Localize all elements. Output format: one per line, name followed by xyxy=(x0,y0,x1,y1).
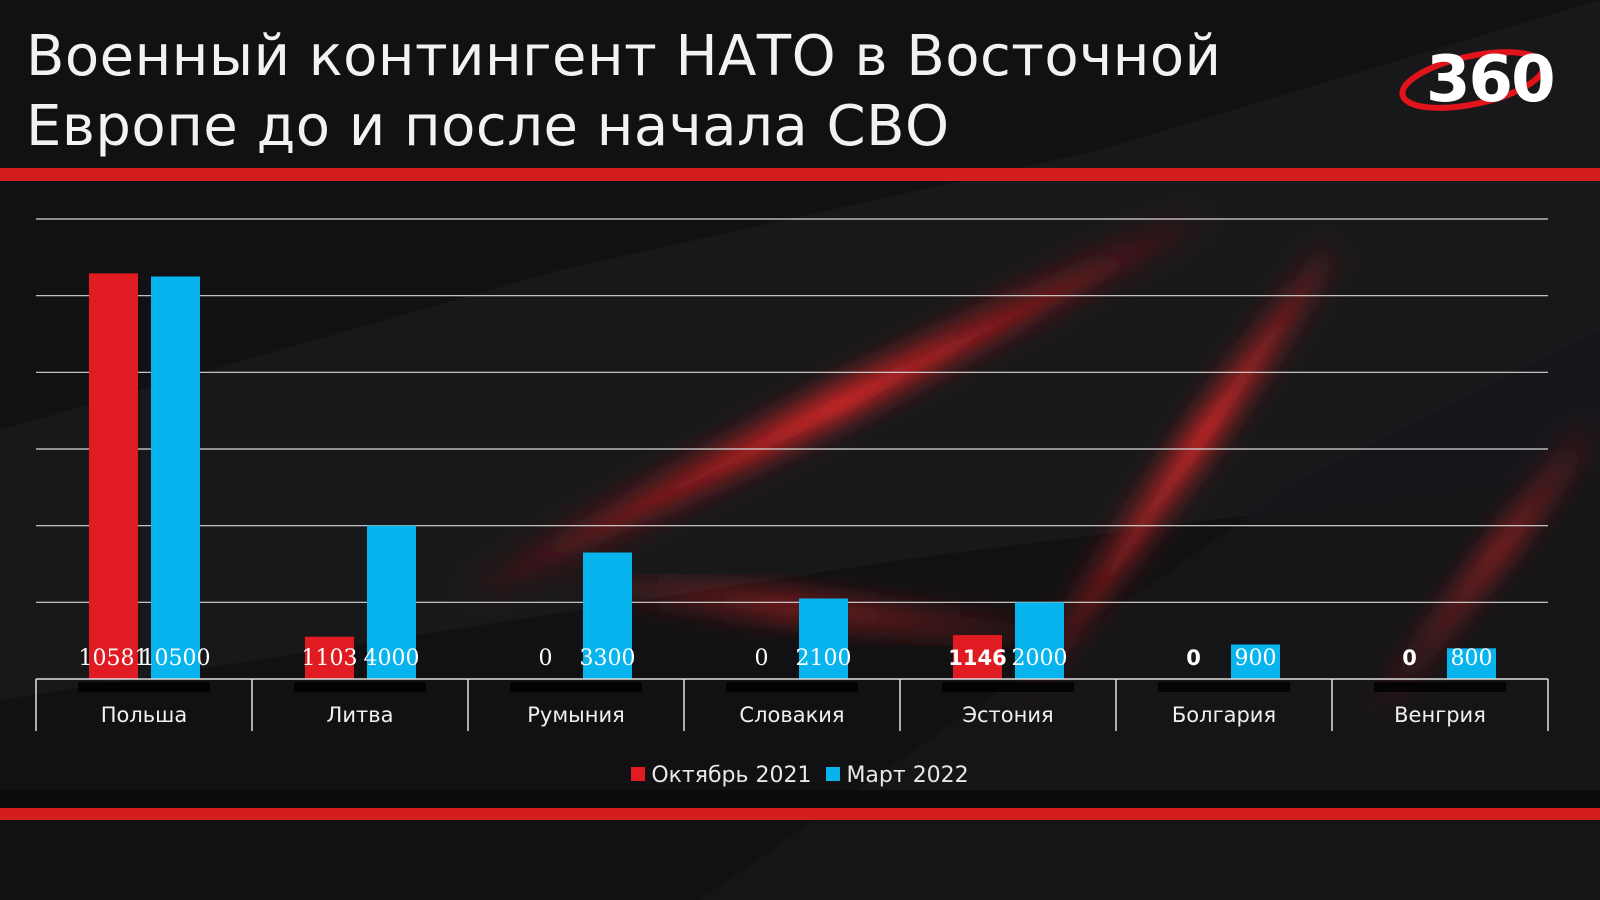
legend-item-oct-2021: Октябрь 2021 xyxy=(631,763,811,788)
bar-shadow xyxy=(78,682,210,692)
logo-text: 360 xyxy=(1426,43,1556,117)
chart-bars xyxy=(89,273,1496,679)
logo-360: 360 xyxy=(1398,40,1568,125)
bar-mar-2022-6 xyxy=(1231,644,1280,679)
bar-shadow xyxy=(510,682,642,692)
bar-shadows xyxy=(78,682,1506,692)
bar-oct-2021-5 xyxy=(953,635,1002,679)
bar-shadow xyxy=(1158,682,1290,692)
bar-oct-2021-1 xyxy=(89,273,138,679)
bar-oct-2021-2 xyxy=(305,636,354,679)
value-label-mar-2022: 10500 xyxy=(141,646,211,671)
bar-mar-2022-1 xyxy=(151,276,200,679)
logo-swoosh-icon xyxy=(1399,49,1547,111)
category-axis: Польша Литва Румыния Словакия Эстония Болгари… xyxy=(35,678,1549,731)
title-line-1: Военный контингент НАТО в Восточной xyxy=(26,24,1222,89)
footer-divider xyxy=(0,808,1600,820)
legend-item-mar-2022: Март 2022 xyxy=(826,763,969,788)
bar-mar-2022-2 xyxy=(367,525,416,679)
value-label-oct-2021: 0 xyxy=(755,646,769,671)
category-label: Эстония xyxy=(962,703,1053,727)
value-label-oct-2021: 0 xyxy=(1186,646,1201,670)
bar-shadow xyxy=(294,682,426,692)
category-label: Венгрия xyxy=(1394,703,1486,727)
value-label-oct-2021: 0 xyxy=(1402,646,1417,670)
value-label-oct-2021: 1103 xyxy=(302,646,358,671)
legend-label-oct-2021: Октябрь 2021 xyxy=(651,763,812,788)
bar-mar-2022-3 xyxy=(583,552,632,679)
bar-mar-2022-7 xyxy=(1447,648,1496,679)
value-label-mar-2022: 2100 xyxy=(796,646,852,671)
category-label: Румыния xyxy=(527,703,625,727)
value-label-mar-2022: 2000 xyxy=(1012,646,1068,671)
value-label-mar-2022: 3300 xyxy=(580,646,636,671)
bar-mar-2022-4 xyxy=(799,598,848,679)
category-label: Литва xyxy=(327,703,394,727)
value-label-oct-2021: 0 xyxy=(539,646,553,671)
legend-label-mar-2022: Март 2022 xyxy=(846,763,969,788)
value-label-mar-2022: 800 xyxy=(1451,646,1493,671)
chart-legend: Октябрь 2021 Март 2022 xyxy=(0,763,1600,788)
legend-swatch-red xyxy=(631,767,646,781)
legend-swatch-blue xyxy=(826,767,841,781)
value-label-mar-2022: 4000 xyxy=(364,646,420,671)
category-label: Болгария xyxy=(1172,703,1276,727)
header-divider xyxy=(0,168,1600,181)
category-label: Словакия xyxy=(739,703,844,727)
category-label: Польша xyxy=(101,703,188,727)
title-line-2: Европе до и после начала СВО xyxy=(26,94,950,159)
value-label-oct-2021: 1146 xyxy=(948,646,1006,670)
chart-grid xyxy=(36,218,1548,603)
value-label-oct-2021: 10581 xyxy=(79,646,149,671)
bar-shadow xyxy=(726,682,858,692)
bar-shadow xyxy=(1374,682,1506,692)
bar-shadow xyxy=(942,682,1074,692)
page-title: Военный контингент НАТО в Восточной Евро… xyxy=(26,22,1222,162)
value-label-mar-2022: 900 xyxy=(1235,646,1277,671)
bar-mar-2022-5 xyxy=(1015,602,1064,679)
